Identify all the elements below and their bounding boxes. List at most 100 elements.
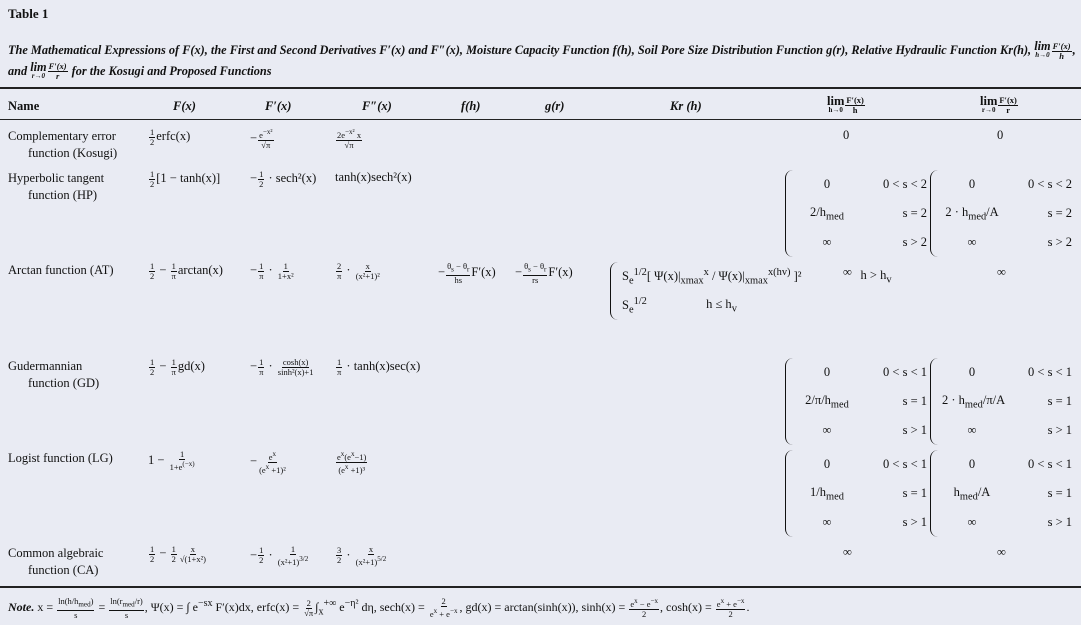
case-condition: 0 < s < 2 — [1028, 177, 1072, 191]
formula-text: · — [265, 547, 276, 562]
formula-text: · — [265, 359, 276, 374]
header-F2: F″(x) — [362, 99, 392, 113]
fraction: F′(x) h — [1051, 40, 1072, 61]
row-name: Logist function (LG) — [8, 450, 113, 467]
cell-F: 1 2 [1 − tanh(x)] — [148, 170, 220, 189]
cell-limh: 0 0 < s < 1 2/π/hmed s = 1 ∞ s > 1 — [785, 358, 927, 445]
formula-text: for the Kosugi and Proposed Functions — [68, 63, 272, 78]
formula: tanh(x)sech²(x) — [335, 170, 412, 184]
row-name-line: Gudermannian — [8, 359, 83, 373]
fraction: ln(h/hmed) s — [57, 596, 95, 620]
cell-limh: ∞ — [843, 265, 852, 280]
brace — [785, 450, 793, 537]
formula-text: tanh(x)sech²(x) — [335, 170, 412, 184]
formula: 0 — [843, 128, 850, 142]
cell-limr: 0 0 < s < 1 hmed/A s = 1 ∞ s > 1 — [930, 450, 1072, 537]
fraction: ex − e−x 2 — [629, 597, 660, 620]
formula: ∞ — [997, 265, 1006, 279]
case-value: 0 — [968, 177, 976, 191]
formula-text: − — [438, 265, 446, 280]
header-rule — [0, 119, 1081, 120]
piecewise: 0 0 < s < 1 1/hmed s = 1 ∞ s > 1 — [785, 450, 927, 537]
piecewise-case: 0 0 < s < 1 — [797, 358, 927, 387]
cell-limr: 0 0 < s < 2 2 · hmed/A s = 2 ∞ s > 2 — [930, 170, 1072, 257]
case-condition: h > hv — [860, 267, 892, 286]
row-name-line: function (Kosugi) — [28, 146, 118, 160]
piecewise: 0 0 < s < 1 2/π/hmed s = 1 ∞ s > 1 — [785, 358, 927, 445]
cell-g: − θs − θr rs F′(x) — [515, 262, 573, 285]
header-lim-h: lim h→0 F′(x) h — [827, 93, 866, 115]
table-note: Note. x = ln(h/hmed) s = ln(rmed/r) s, Ψ(x… — [8, 597, 749, 620]
case-condition: s > 1 — [1047, 515, 1072, 529]
case-value: 0 — [968, 457, 976, 471]
cell-F2: 2e−x² x √π — [335, 128, 363, 150]
fraction: F′(x) r — [47, 61, 68, 82]
brace — [930, 170, 938, 257]
case-value: ∞ — [822, 423, 832, 437]
case-condition: 0 < s < 1 — [1028, 365, 1072, 379]
cell-limr: 0 — [997, 128, 1003, 143]
case-condition: s = 2 — [1047, 206, 1072, 220]
fraction: x √(1+x²) — [179, 544, 206, 564]
piecewise-case: 2/π/hmed s = 1 — [797, 387, 927, 416]
piecewise-case: 0 0 < s < 2 — [797, 170, 927, 199]
case-value: 0 — [823, 365, 831, 379]
formula: r(h), lim h→0 F′(x) h, and lim r→0 F′(x) r for… — [8, 40, 1076, 82]
row-name: Complementary error function (Kosugi) — [8, 128, 117, 162]
cell-f: − θs − θr hs F′(x) — [438, 262, 496, 285]
formula: ∞ — [997, 545, 1006, 559]
header-g: g(r) — [545, 99, 565, 113]
fraction: 1 (x²+1)3/2 — [277, 544, 309, 567]
formula-text: − — [250, 359, 258, 374]
case-value: 0 — [823, 177, 831, 191]
caption-line1: The Mathematical Expressions of F(x), th… — [8, 43, 1009, 57]
case-condition: s = 1 — [902, 486, 927, 500]
case-condition: s = 1 — [1047, 394, 1072, 408]
header-lim-r: lim r→0 F′(x) r — [980, 94, 1019, 115]
piecewise-case: 0 0 < s < 1 — [942, 358, 1072, 387]
case-condition: s > 1 — [1047, 423, 1072, 437]
limit: lim h→0 — [827, 93, 845, 114]
caption-line2: r(h), lim h→0 F′(x) h, and lim r→0 F′(x) r for… — [8, 40, 1076, 82]
table-title: Table 1 — [8, 6, 49, 21]
cell-F: 1 − 1 1+e(−x) — [148, 450, 197, 472]
formula-text: − — [250, 263, 258, 278]
table-caption: The Mathematical Expressions of F(x), th… — [8, 40, 1078, 81]
formula-text: · sech²(x) — [265, 171, 317, 186]
row-name-line: Hyperbolic tangent — [8, 171, 105, 185]
brace — [785, 170, 793, 257]
formula: −1 π · 1 1+x² — [250, 262, 296, 281]
formula-text: , gd(x) = arctan(sinh(x)), sinh(x) = — [459, 600, 629, 615]
case-value: 2 · hmed/π/A — [942, 392, 1006, 411]
bottom-rule — [0, 586, 1081, 588]
formula-text: · tanh(x)sec(x) — [343, 359, 421, 374]
formula-text: − — [156, 359, 170, 374]
fraction: ex + e−x 2 — [715, 597, 746, 620]
piecewise-case: ∞ s > 2 — [797, 228, 927, 257]
case-condition: h ≤ hv — [706, 296, 737, 315]
formula: lim r→0 F′(x) r — [980, 94, 1019, 115]
formula: − e−x² √π — [250, 128, 275, 149]
cell-F1: −1 π · 1 1+x² — [250, 262, 296, 281]
case-condition: 0 < s < 1 — [1028, 457, 1072, 471]
row-name-line: function (GD) — [28, 376, 100, 390]
piecewise-case: Se1/2 h ≤ hv — [622, 291, 892, 320]
piecewise-case: Se1/2[ Ψ(x)|xmaxx / Ψ(x)|xmaxx(hv) ]² h >… — [622, 262, 892, 291]
cell-limh: 0 — [843, 128, 849, 143]
formula-text: · — [265, 263, 276, 278]
fraction: 2 ex + e−x — [429, 596, 458, 620]
fraction: F′(x) h — [845, 95, 865, 115]
formula-text: · — [343, 547, 354, 562]
formula-text: − — [515, 265, 523, 280]
piecewise-case: ∞ s > 1 — [942, 508, 1072, 537]
